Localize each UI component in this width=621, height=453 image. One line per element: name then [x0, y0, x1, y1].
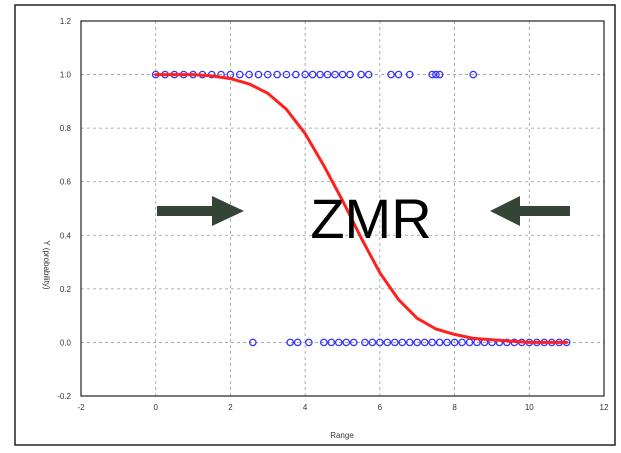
data-point — [435, 338, 444, 347]
x-tick-label: 6 — [378, 403, 383, 412]
data-point — [428, 70, 437, 79]
data-point — [458, 338, 466, 347]
data-point — [282, 70, 291, 79]
data-point — [316, 70, 324, 79]
right-pointing-arrow-icon — [157, 196, 244, 226]
x-tick-label: 8 — [452, 403, 457, 412]
x-tick-label: -2 — [77, 403, 85, 412]
data-point — [349, 338, 358, 347]
data-point — [319, 338, 328, 347]
data-point — [338, 70, 347, 79]
data-point — [405, 338, 414, 347]
data-point — [254, 70, 263, 79]
y-tick-label: 1.2 — [60, 17, 72, 26]
x-tick-label: 0 — [153, 403, 158, 412]
data-point — [361, 338, 369, 347]
y-tick-label: 0.8 — [60, 124, 72, 133]
y-tick-label: 0.6 — [60, 178, 72, 187]
data-point — [308, 70, 317, 79]
data-point — [443, 338, 451, 347]
data-point — [286, 338, 295, 347]
data-point — [405, 70, 414, 79]
data-point — [305, 338, 313, 347]
data-point — [327, 338, 336, 347]
y-tick-label: 0.4 — [60, 231, 72, 240]
zmr-annotation: ZMR — [310, 187, 431, 250]
plot-frame — [80, 20, 605, 397]
data-point — [413, 338, 422, 347]
data-point — [301, 70, 309, 79]
data-point — [398, 338, 407, 347]
x-tick-label: 10 — [525, 403, 534, 412]
x-axis-label: Range — [330, 431, 354, 440]
data-point — [432, 70, 440, 79]
data-point — [387, 70, 395, 79]
data-point — [390, 338, 399, 347]
data-point — [435, 70, 444, 79]
y-tick-label: -0.2 — [57, 392, 71, 401]
data-point — [376, 338, 384, 347]
y-tick-label: 0.2 — [60, 285, 72, 294]
data-point — [450, 338, 459, 347]
data-point — [245, 70, 253, 79]
fit-curve — [154, 73, 569, 344]
fit-curve-line — [154, 73, 569, 344]
x-tick-label: 4 — [303, 403, 308, 412]
data-point — [428, 338, 437, 347]
data-point — [394, 70, 403, 79]
y-axis-label: Y (probability) — [42, 240, 51, 290]
left-pointing-arrow-icon — [490, 196, 570, 226]
data-point — [469, 70, 478, 79]
y-tick-label: 0.0 — [60, 338, 72, 347]
data-point — [323, 70, 332, 79]
outer-frame — [14, 4, 616, 446]
data-point — [420, 338, 429, 347]
data-point — [368, 338, 377, 347]
data-point — [248, 338, 257, 347]
data-point — [273, 70, 281, 79]
annotation-arrows — [157, 196, 570, 226]
data-point — [291, 70, 300, 79]
data-point — [235, 70, 244, 79]
data-point — [357, 70, 366, 79]
data-point — [364, 70, 373, 79]
data-point — [342, 338, 351, 347]
x-tick-label: 12 — [600, 403, 609, 412]
y-tick-labels: -0.2 0.0 0.2 0.4 0.6 0.8 1.0 1.2 — [57, 17, 71, 401]
data-point — [293, 338, 302, 347]
data-point — [263, 70, 272, 79]
data-point — [465, 338, 474, 347]
x-tick-labels: -2 0 2 4 6 8 10 12 — [77, 403, 609, 412]
x-tick-label: 2 — [228, 403, 233, 412]
data-point — [346, 70, 354, 79]
y-tick-label: 1.0 — [60, 71, 72, 80]
data-point — [383, 338, 392, 347]
data-point — [331, 70, 339, 79]
data-point — [334, 338, 343, 347]
